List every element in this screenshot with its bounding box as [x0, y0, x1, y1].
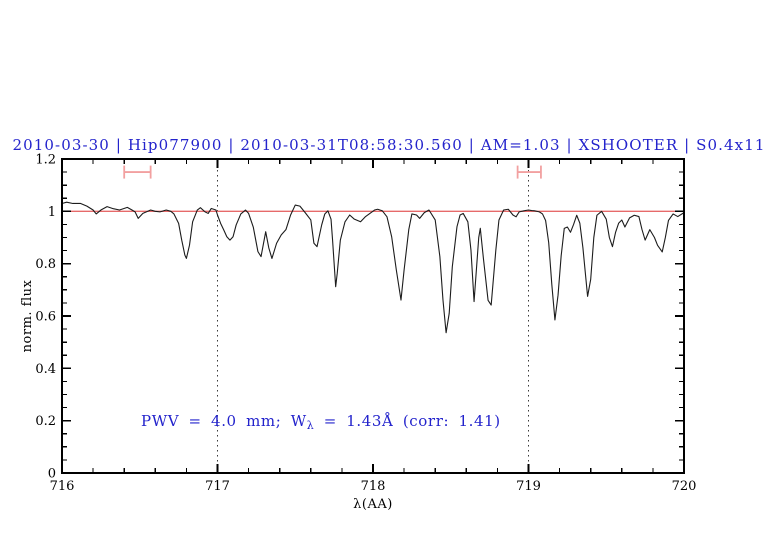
y-axis-label: norm. flux	[20, 279, 35, 352]
x-tick-label: 720	[672, 479, 697, 494]
x-axis-label: λ(AA)	[353, 497, 393, 512]
x-tick-label: 718	[361, 479, 386, 494]
y-tick-label: 0.4	[35, 362, 56, 377]
data-series	[61, 201, 685, 334]
pwv-annotation: PWV = 4.0 mm; Wλ = 1.43Å (corr: 1.41)	[141, 412, 501, 432]
x-tick-label: 717	[205, 479, 230, 494]
y-tick-label: 0	[48, 467, 56, 482]
range-markers	[123, 165, 542, 179]
x-tick-labels: 716 717 718 719 720	[50, 479, 697, 494]
y-tick-label: 0.6	[35, 310, 56, 325]
chart-title: 2010-03-30 | Hip077900 | 2010-03-31T08:5…	[12, 136, 765, 154]
x-tick-label: 716	[50, 479, 75, 494]
y-tick-label: 1.2	[35, 153, 56, 168]
reference-dotted-lines	[217, 160, 529, 472]
y-tick-labels: 0 0.2 0.4 0.6 0.8 1 1.2	[35, 153, 56, 482]
plot-frame	[61, 158, 685, 474]
telluric-spectrum-line	[61, 201, 685, 334]
y-tick-label: 1	[48, 205, 56, 220]
y-tick-label: 0.8	[35, 257, 56, 272]
x-tick-label: 719	[516, 479, 541, 494]
y-tick-label: 0.2	[35, 414, 56, 429]
